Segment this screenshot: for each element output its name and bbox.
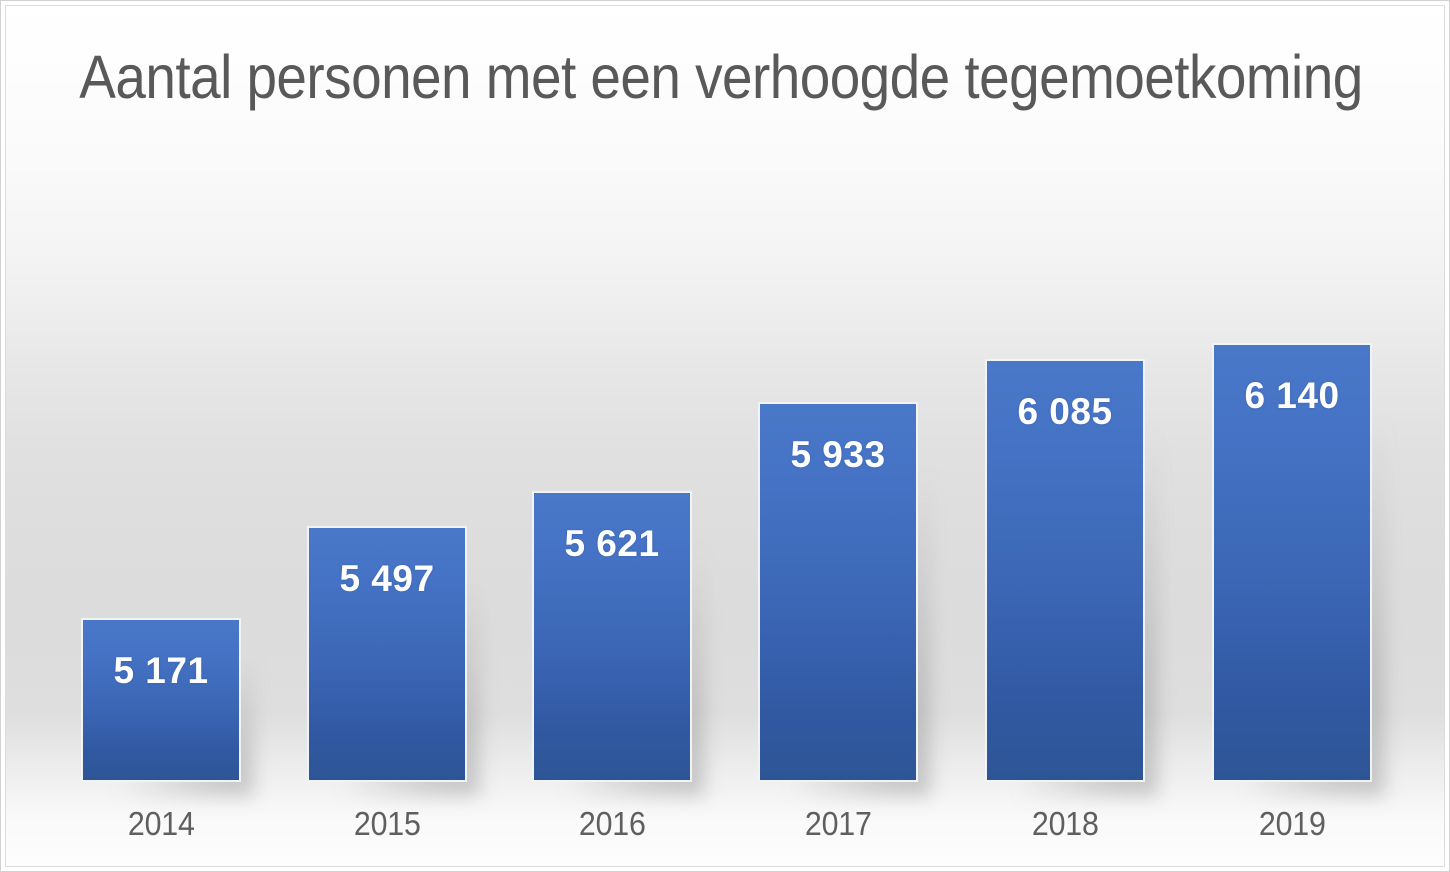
bar-value-label-2014: 5 171 bbox=[113, 650, 209, 691]
bar-group-2018[interactable]: 6 085 bbox=[985, 359, 1157, 796]
category-label-2019: 2019 bbox=[1258, 805, 1326, 842]
bar-group-2014[interactable]: 5 171 bbox=[81, 618, 253, 796]
chart-plot-background bbox=[6, 6, 1446, 868]
bar-value-label-2019: 6 140 bbox=[1244, 375, 1340, 416]
bar-2014[interactable] bbox=[81, 618, 241, 782]
bar-value-label-2018: 6 085 bbox=[1017, 391, 1113, 432]
bar-value-label-2017: 5 933 bbox=[790, 434, 886, 475]
bar-group-2016[interactable]: 5 621 bbox=[532, 491, 704, 796]
bar-group-2017[interactable]: 5 933 bbox=[758, 402, 930, 796]
category-label-2015: 2015 bbox=[353, 805, 421, 842]
category-label-2016: 2016 bbox=[578, 805, 646, 842]
bar-value-label-2015: 5 497 bbox=[339, 558, 435, 599]
bar-group-2019[interactable]: 6 140 bbox=[1212, 343, 1384, 796]
bar-2015[interactable] bbox=[307, 526, 467, 782]
chart-title: Aantal personen met een verhoogde tegemo… bbox=[79, 43, 1363, 111]
category-label-2018: 2018 bbox=[1031, 805, 1099, 842]
bar-2019[interactable] bbox=[1212, 343, 1372, 782]
bar-value-label-2016: 5 621 bbox=[564, 523, 660, 564]
bar-2017[interactable] bbox=[758, 402, 918, 782]
bar-2018[interactable] bbox=[985, 359, 1145, 782]
bar-group-2015[interactable]: 5 497 bbox=[307, 526, 479, 796]
bar-2016[interactable] bbox=[532, 491, 692, 782]
category-label-2014: 2014 bbox=[127, 805, 195, 842]
category-label-2017: 2017 bbox=[804, 805, 872, 842]
